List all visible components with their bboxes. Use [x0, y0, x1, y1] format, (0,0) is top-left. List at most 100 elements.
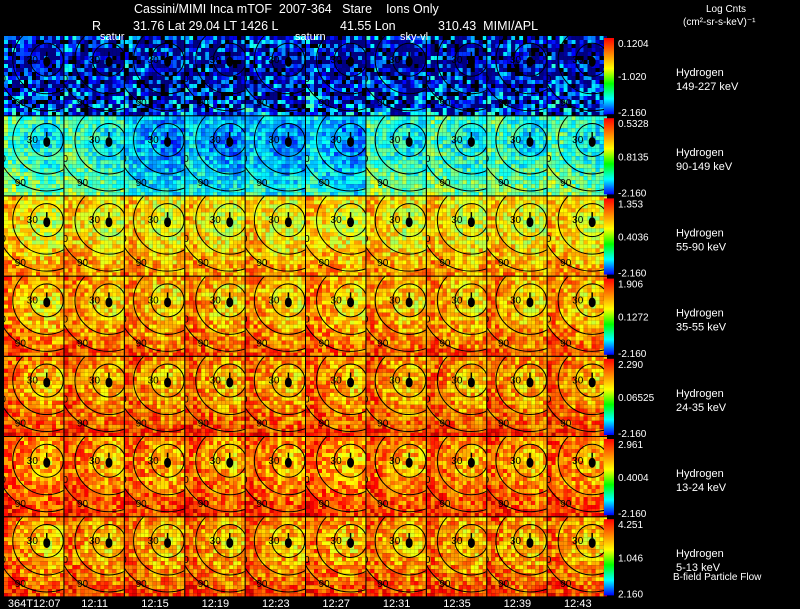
contour-label: 90 [15, 579, 27, 590]
heatmap-panel: 30 60 90 [366, 276, 426, 356]
contour-label: 60 [236, 475, 248, 486]
contour-label: 90 [198, 419, 210, 430]
contour-label: 60 [419, 475, 431, 486]
contour-label: 30 [510, 376, 522, 387]
heatmap-panel: 30 60 90 [426, 517, 487, 597]
heatmap-panel: 30 60 90 [4, 116, 64, 196]
colorbar-min: 2.160 [618, 589, 643, 600]
contour-label: 60 [236, 555, 248, 566]
contour-label: 60 [540, 154, 552, 165]
colorbar-max: 1.906 [618, 280, 643, 291]
heatmap-panel: 30 60 90 [306, 437, 366, 517]
contour-label: 90 [198, 579, 210, 590]
contour-label: 60 [236, 314, 248, 325]
contour-label: 90 [560, 338, 572, 349]
time-tick-label: 12:15 [141, 598, 169, 609]
contour-label: 90 [77, 178, 89, 189]
contour-label: 90 [15, 178, 27, 189]
contour-label: 30 [451, 456, 463, 467]
contour-label: 90 [498, 98, 510, 109]
contour-label: 90 [256, 419, 268, 430]
contour-label: 60 [57, 234, 69, 245]
lon-readout: 41.55 Lon [340, 19, 396, 33]
contour-label: 90 [77, 419, 89, 430]
colorbar-max: 2.961 [618, 440, 643, 451]
heatmap-panel: 30 60 90 [124, 36, 185, 116]
colorbar: 1.353 0.4036 -2.160 [604, 198, 649, 280]
contour-label: 60 [540, 74, 552, 85]
contour-label: 60 [357, 154, 369, 165]
heatmap-panel: 30 60 90 [306, 116, 366, 196]
contour-label: 90 [560, 419, 572, 430]
contour-label: 30 [451, 55, 463, 66]
time-tick-label: 12:43 [564, 598, 592, 609]
contour-label: 30 [451, 215, 463, 226]
row-species-label: Hydrogen [676, 227, 724, 239]
heatmap-panel: 30 60 90 [4, 517, 64, 597]
contour-label: 30 [572, 215, 584, 226]
colorbar-max: 0.5328 [618, 119, 649, 130]
contour-label: 30 [268, 215, 280, 226]
heatmap-panel: 30 60 90 [4, 196, 64, 276]
row-energy-label: 55-90 keV [676, 241, 727, 253]
contour-label: 30 [451, 295, 463, 306]
heatmap-panel: 30 60 90 [426, 276, 487, 356]
contour-label: 60 [57, 74, 69, 85]
contour-label: 90 [256, 98, 268, 109]
contour-label: 30 [451, 376, 463, 387]
contour-label: 90 [136, 98, 148, 109]
heatmap-panel: 30 60 90 [487, 116, 547, 196]
heatmap-panel: 30 60 90 [547, 196, 607, 276]
contour-label: 60 [478, 234, 490, 245]
colorbar-mid: 0.1272 [618, 313, 649, 324]
colorbar-min: -2.160 [618, 509, 647, 520]
time-tick-label: 12:23 [262, 598, 290, 609]
contour-label: 60 [540, 555, 552, 566]
contour-label: 60 [540, 475, 552, 486]
contour-label: 90 [15, 258, 27, 269]
contour-label: 60 [57, 475, 69, 486]
heatmap-panel: 30 60 90 [236, 437, 306, 517]
row-species-label: Hydrogen [676, 308, 724, 320]
heatmap-panel: 30 60 90 [4, 437, 64, 517]
contour-label: 60 [178, 395, 190, 406]
row-energy-label: 149-227 keV [676, 81, 739, 93]
contour-label: 90 [256, 178, 268, 189]
contour-label: 60 [116, 395, 128, 406]
contour-label: 60 [419, 74, 431, 85]
heatmap-panel: 30 60 90 [64, 276, 124, 356]
heatmap-panel: 30 60 90 [236, 276, 306, 356]
heatmap-panel: 30 60 90 [116, 356, 185, 436]
contour-label: 90 [319, 579, 331, 590]
contour-label: 60 [236, 154, 248, 165]
contour-label: 30 [268, 376, 280, 387]
heatmap-panel: 30 60 90 [124, 276, 185, 356]
heatmap-panel: 30 60 90 [185, 517, 245, 597]
heatmap-panel: 30 60 90 [185, 196, 245, 276]
heatmap-panel: 30 60 90 [57, 36, 124, 116]
contour-label: 30 [389, 456, 401, 467]
lat-lt-l-readout: 31.76 Lat 29.04 LT 1426 L [133, 19, 279, 33]
colorbar-min: -2.160 [618, 269, 647, 280]
contour-label: 90 [77, 499, 89, 510]
colorbar-max: 2.290 [618, 360, 643, 371]
contour-label: 60 [357, 234, 369, 245]
time-tick-label: 12:35 [443, 598, 471, 609]
heatmap-panel: 30 60 90 [245, 196, 306, 276]
contour-label: 60 [178, 314, 190, 325]
heatmap-panel: 30 60 90 [116, 517, 185, 597]
heatmap-panel: 30 60 90 [124, 116, 185, 196]
contour-label: 90 [136, 178, 148, 189]
contour-label: 30 [148, 55, 160, 66]
contour-label: 60 [0, 314, 6, 325]
contour-label: 90 [319, 98, 331, 109]
contour-label: 90 [439, 579, 451, 590]
contour-label: 90 [319, 178, 331, 189]
heatmap-panel: 30 60 90 [540, 437, 607, 517]
contour-label: 30 [331, 135, 343, 146]
contour-label: 30 [89, 295, 101, 306]
heatmap-panel: 30 60 90 [366, 356, 426, 436]
heatmap-panel: 30 60 90 [487, 276, 547, 356]
time-tick-label: 12:31 [383, 598, 411, 609]
contour-label: 60 [116, 555, 128, 566]
